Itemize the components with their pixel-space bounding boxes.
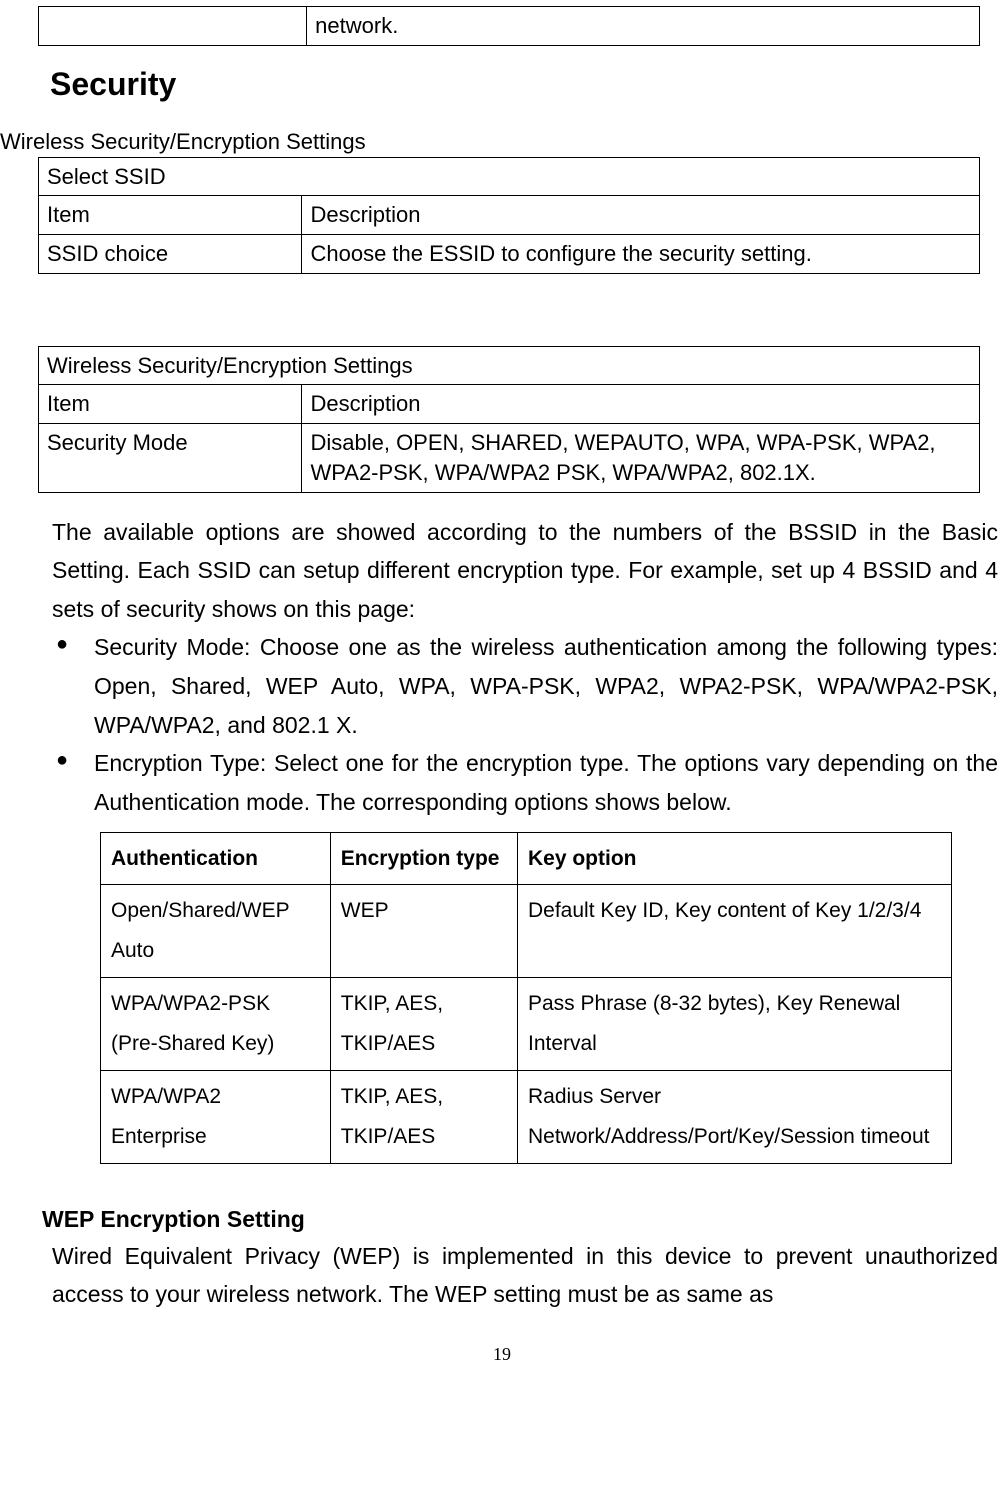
encryption-table: Authentication Encryption type Key optio… [100, 832, 952, 1164]
wep-body: Wired Equivalent Privacy (WEP) is implem… [52, 1237, 998, 1314]
document-page: network. Security Wireless Security/Encr… [0, 0, 1004, 1365]
cell-ssid-desc: Choose the ESSID to configure the securi… [302, 235, 980, 274]
cell-secmode-desc: Disable, OPEN, SHARED, WEPAUTO, WPA, WPA… [302, 424, 980, 492]
cell-auth: WPA/WPA2 Enterprise [101, 1070, 331, 1163]
table-ssid: Select SSID Item Description SSID choice… [38, 157, 980, 274]
top-table-fragment: network. [38, 6, 980, 46]
body-paragraph: The available options are showed accordi… [52, 513, 998, 629]
bullet-list: Security Mode: Choose one as the wireles… [52, 628, 998, 821]
list-item: Security Mode: Choose one as the wireles… [52, 628, 998, 744]
top-table: network. [38, 6, 980, 46]
cell-ssid-choice: SSID choice [39, 235, 302, 274]
cell-key: Pass Phrase (8-32 bytes), Key Renewal In… [517, 978, 951, 1071]
table-row: Item Description [39, 385, 980, 424]
encryption-table-wrap: Authentication Encryption type Key optio… [100, 832, 952, 1164]
table-row: WPA/WPA2-PSK (Pre-Shared Key) TKIP, AES,… [101, 978, 952, 1071]
spacer [0, 274, 1004, 328]
cell-key: Radius Server Network/Address/Port/Key/S… [517, 1070, 951, 1163]
table-row: Authentication Encryption type Key optio… [101, 832, 952, 885]
cell-item-label: Item [39, 385, 302, 424]
cell-key: Default Key ID, Key content of Key 1/2/3… [517, 885, 951, 978]
th-auth: Authentication [101, 832, 331, 885]
table-row: Select SSID [39, 157, 980, 196]
cell-desc-label: Description [302, 196, 980, 235]
cell-secmode: Security Mode [39, 424, 302, 492]
table-row: Security Mode Disable, OPEN, SHARED, WEP… [39, 424, 980, 492]
cell-header: Select SSID [39, 157, 980, 196]
th-key: Key option [517, 832, 951, 885]
table-row: Open/Shared/WEP Auto WEP Default Key ID,… [101, 885, 952, 978]
page-number: 19 [0, 1344, 1004, 1365]
cell-desc-label: Description [302, 385, 980, 424]
table-row: WPA/WPA2 Enterprise TKIP, AES, TKIP/AES … [101, 1070, 952, 1163]
cell-header: Wireless Security/Encryption Settings [39, 346, 980, 385]
cell-empty [39, 7, 307, 46]
cell-item-label: Item [39, 196, 302, 235]
th-enc: Encryption type [330, 832, 517, 885]
cell-enc: WEP [330, 885, 517, 978]
table-security-wrap: Wireless Security/Encryption Settings It… [38, 346, 980, 493]
table-security: Wireless Security/Encryption Settings It… [38, 346, 980, 493]
list-item: Encryption Type: Select one for the encr… [52, 744, 998, 821]
cell-auth: WPA/WPA2-PSK (Pre-Shared Key) [101, 978, 331, 1071]
cell-network: network. [307, 7, 980, 46]
section-subtitle: Wireless Security/Encryption Settings [0, 129, 1004, 155]
table-row: SSID choice Choose the ESSID to configur… [39, 235, 980, 274]
table-row: Wireless Security/Encryption Settings [39, 346, 980, 385]
cell-auth: Open/Shared/WEP Auto [101, 885, 331, 978]
table-ssid-wrap: Select SSID Item Description SSID choice… [38, 157, 980, 274]
table-row: network. [39, 7, 980, 46]
table-row: Item Description [39, 196, 980, 235]
wep-heading: WEP Encryption Setting [42, 1206, 1004, 1233]
cell-enc: TKIP, AES, TKIP/AES [330, 978, 517, 1071]
section-title-security: Security [50, 66, 1004, 103]
cell-enc: TKIP, AES, TKIP/AES [330, 1070, 517, 1163]
